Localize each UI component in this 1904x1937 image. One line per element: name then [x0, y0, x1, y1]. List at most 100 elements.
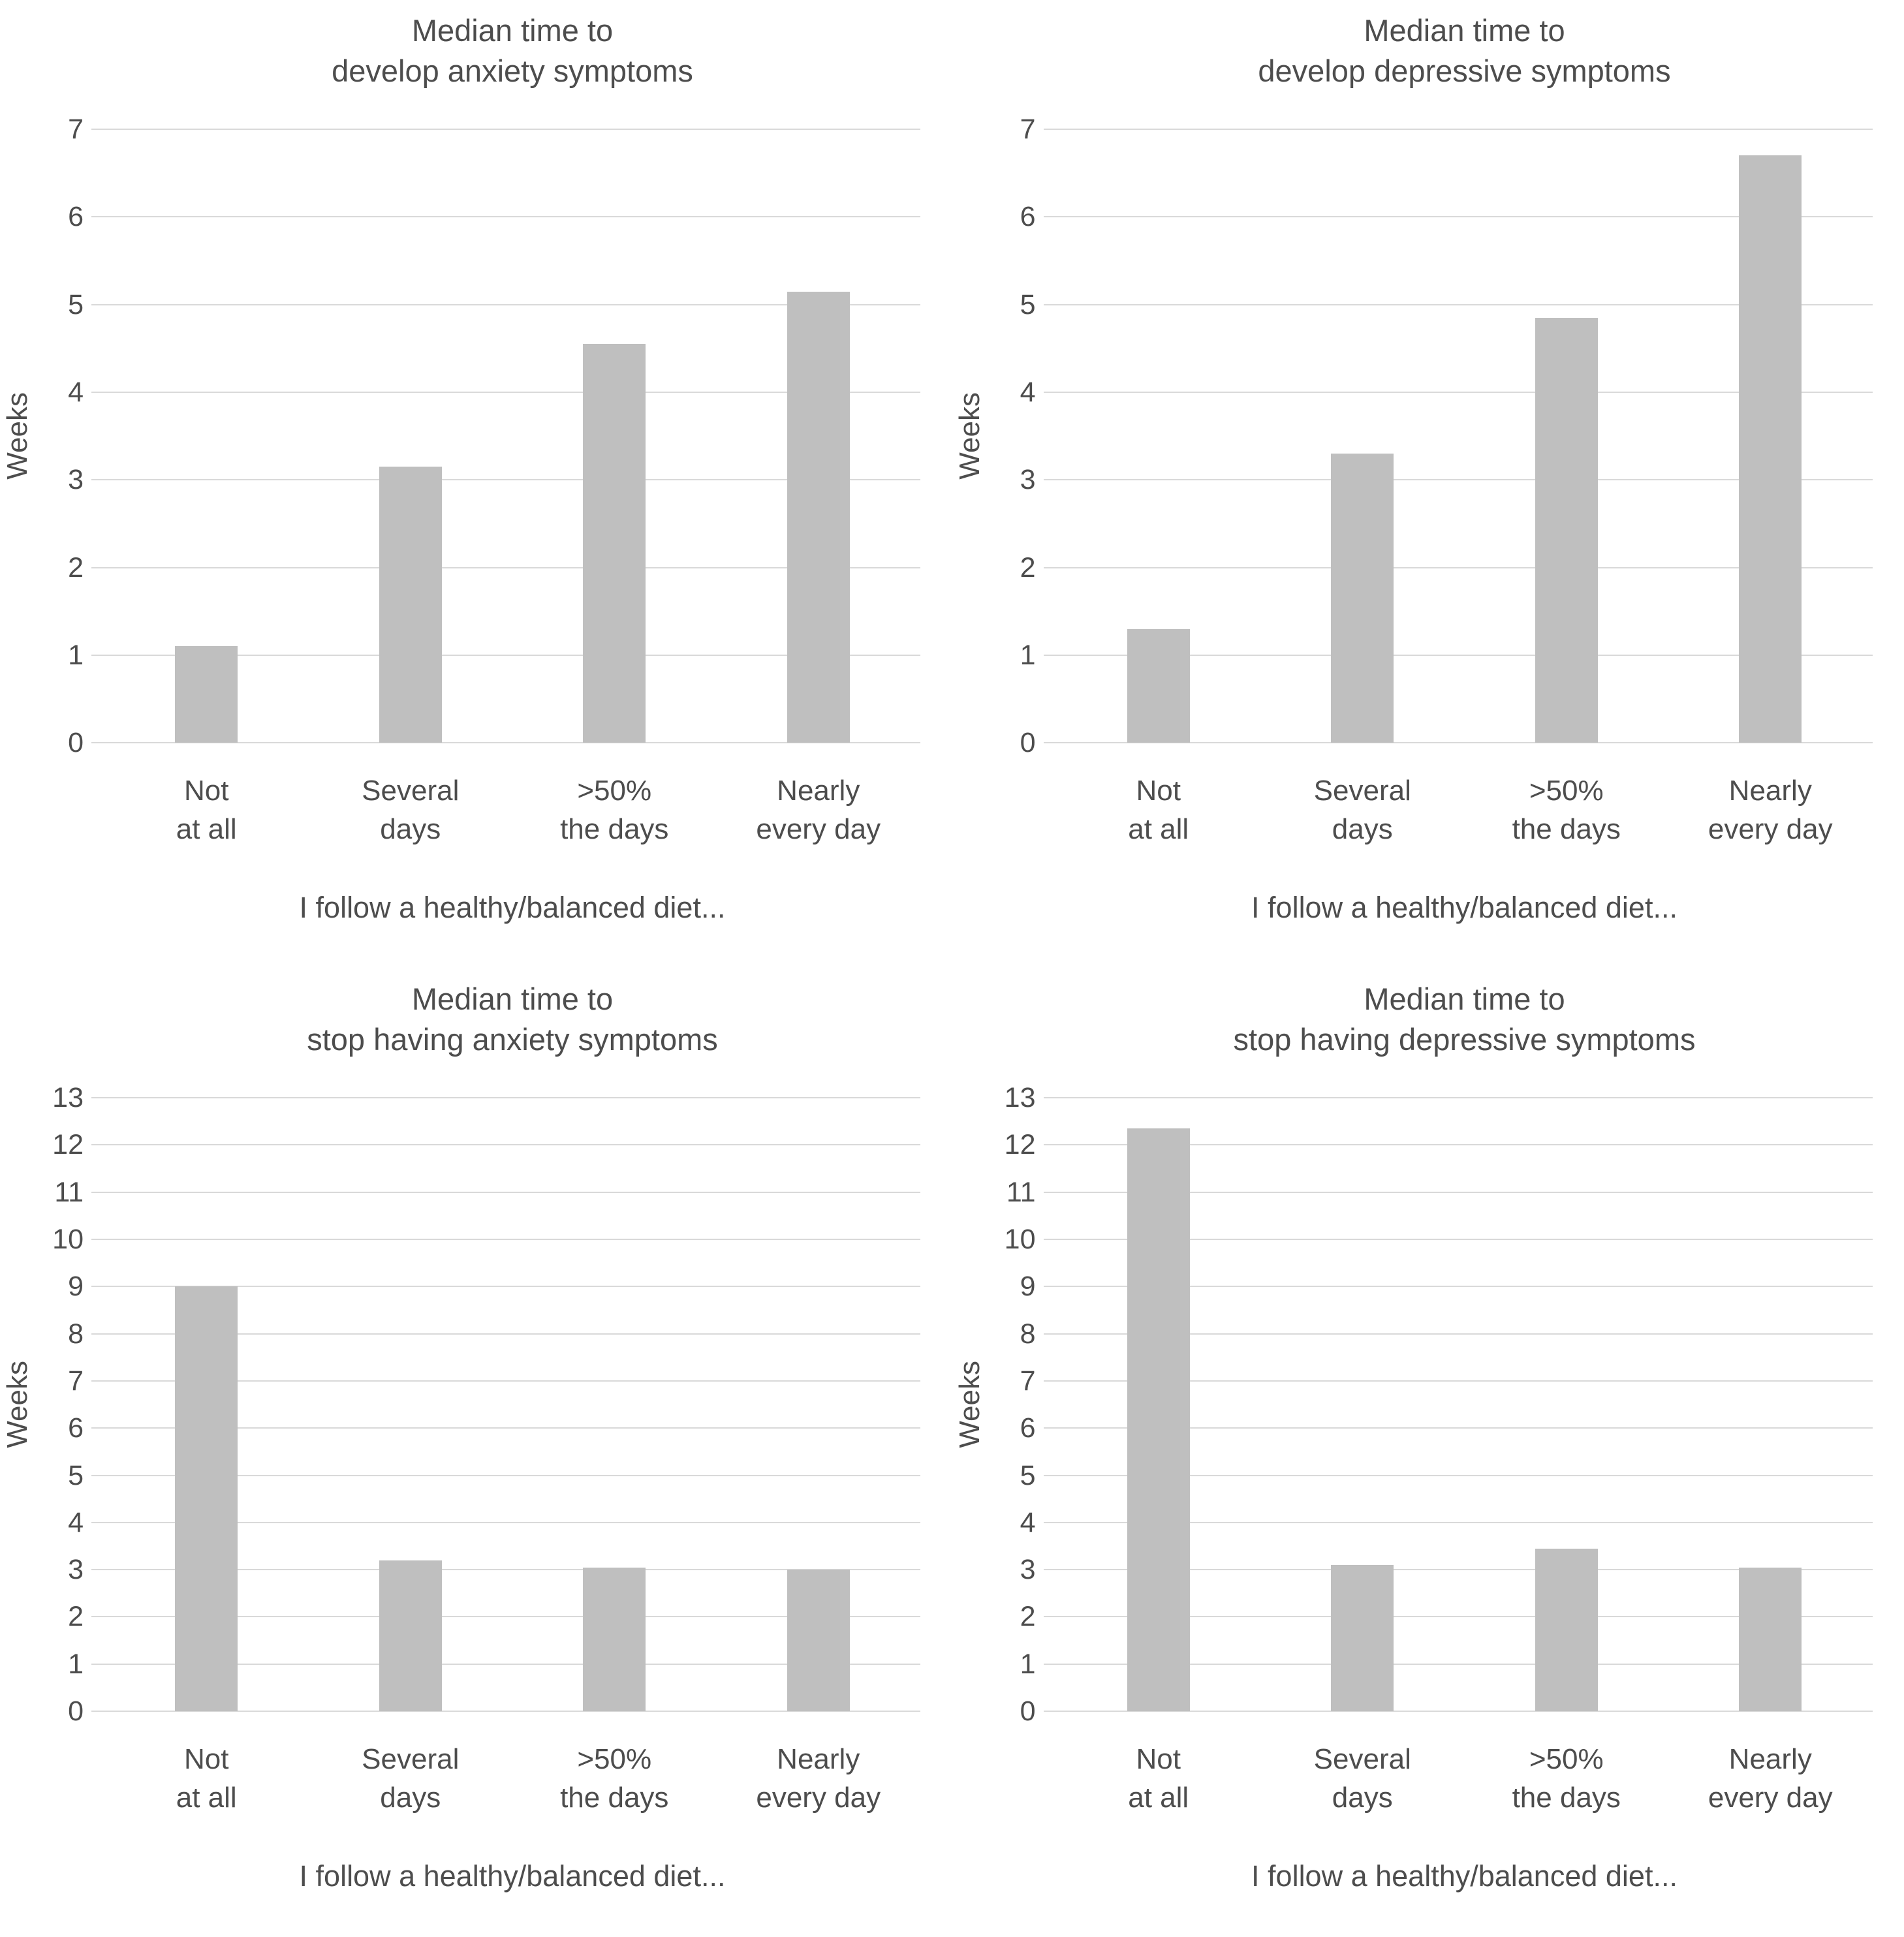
y-axis-tick-label: 3	[1020, 1554, 1036, 1586]
y-axis-tick-label: 2	[1020, 1601, 1036, 1633]
gridline	[1056, 1333, 1873, 1335]
y-axis-tick	[91, 1711, 104, 1712]
gridline	[104, 742, 920, 744]
gridline	[1056, 1097, 1873, 1099]
y-axis-tick-label: 2	[68, 551, 84, 583]
gridline	[104, 479, 920, 481]
y-axis-tick-label: 5	[1020, 1459, 1036, 1491]
bar-slot	[104, 129, 309, 743]
gridline	[1056, 303, 1873, 305]
y-axis-tick	[91, 1144, 104, 1146]
y-axis-tick-label: 12	[52, 1129, 84, 1161]
gridline	[1056, 1569, 1873, 1571]
y-axis-tick-label: 9	[1020, 1271, 1036, 1303]
y-axis-tick	[1043, 129, 1057, 131]
y-axis-tick	[91, 1474, 104, 1476]
gridline	[104, 1286, 920, 1288]
gridline	[104, 303, 920, 305]
y-axis-tick-label: 4	[1020, 1506, 1036, 1538]
y-axis-tick-label: 6	[68, 1412, 84, 1444]
y-axis-tick	[1043, 1286, 1057, 1288]
bar-slot	[512, 1098, 717, 1712]
y-axis-tick	[1043, 1711, 1057, 1712]
gridline	[1056, 742, 1873, 744]
gridline	[104, 654, 920, 656]
gridline	[1056, 1663, 1873, 1665]
y-axis-tick	[91, 1333, 104, 1335]
y-axis-tick	[91, 129, 104, 131]
x-axis-category-label: >50% the days	[1512, 775, 1621, 846]
bar-slot	[717, 129, 921, 743]
chart-title: Median time to develop anxiety symptoms	[332, 13, 693, 89]
y-axis-tick	[1043, 654, 1057, 656]
y-axis-tick	[91, 1521, 104, 1523]
x-axis-category-label: Several days	[1313, 1743, 1411, 1814]
y-axis-tick	[1043, 1663, 1057, 1665]
bar	[787, 1570, 850, 1712]
bar-slot	[717, 1098, 921, 1712]
y-axis-tick	[1043, 303, 1057, 305]
y-axis-tick-label: 7	[1020, 114, 1036, 146]
gridline	[104, 1569, 920, 1571]
bar-slot	[104, 1098, 309, 1712]
gridline	[1056, 566, 1873, 568]
y-axis-tick-label: 3	[68, 1554, 84, 1586]
plot-area: Weeks 0 1 2 3 4 5 6 7 8 9 10 11 12 13	[1, 1082, 921, 1727]
gridline	[104, 216, 920, 218]
y-axis-tick-label: 6	[68, 201, 84, 233]
x-axis-labels: Not at all Several days >50% the days Nearl…	[1057, 1740, 1873, 1818]
chart-stop-depressive: Median time to stop having depressive sy…	[952, 968, 1904, 1937]
y-axis-tick-label: 11	[1006, 1176, 1036, 1208]
bars-layer	[104, 1098, 921, 1712]
y-axis-tick	[1043, 566, 1057, 568]
y-axis-tick	[91, 742, 104, 744]
y-axis-tick	[91, 1191, 104, 1193]
bars-layer	[104, 129, 920, 743]
x-axis-category-label: Nearly every day	[1708, 775, 1833, 846]
x-axis-category-label: Nearly every day	[756, 1743, 881, 1814]
gridline	[104, 1711, 920, 1712]
y-axis-tick	[91, 1286, 104, 1288]
gridline	[104, 129, 920, 131]
y-axis-tick-label: 7	[1020, 1365, 1036, 1397]
gridline	[104, 1474, 920, 1476]
y-axis-tick-label: 0	[1020, 727, 1036, 759]
y-axis-tick-label: 8	[1020, 1318, 1036, 1350]
x-axis-title: I follow a healthy/balanced diet...	[1251, 890, 1678, 924]
y-axis-tick	[91, 1569, 104, 1571]
y-axis-tick-label: 5	[68, 1459, 84, 1491]
chart-inner: Median time to stop having depressive sy…	[954, 979, 1873, 1893]
x-axis-category-label: Not at all	[1128, 1743, 1189, 1814]
y-axis-tick	[1043, 216, 1057, 218]
chart-title: Median time to stop having anxiety sympt…	[307, 982, 718, 1057]
gridline	[1056, 216, 1873, 218]
gridline	[104, 1663, 920, 1665]
bar-slot	[1465, 1098, 1669, 1712]
gridline	[104, 1380, 920, 1382]
bar	[175, 1286, 238, 1712]
bar	[583, 1567, 646, 1712]
y-axis-tick	[91, 1239, 104, 1240]
bar	[787, 291, 850, 743]
y-axis-tick	[1043, 391, 1057, 393]
y-axis-tick-label: 5	[68, 288, 84, 320]
gridline	[1056, 479, 1873, 481]
x-axis-title: I follow a healthy/balanced diet...	[1251, 1859, 1678, 1893]
y-axis-tick	[1043, 1239, 1057, 1240]
gridline	[1056, 1286, 1873, 1288]
gridline	[1056, 1144, 1873, 1146]
bars-layer	[1057, 129, 1873, 743]
y-axis-tick-label: 0	[68, 727, 84, 759]
y-axis-tick-label: 13	[52, 1082, 84, 1114]
y-axis-tick	[91, 303, 104, 305]
gridline	[104, 1239, 920, 1240]
y-axis-tick	[91, 1097, 104, 1099]
bar-slot	[1260, 1098, 1465, 1712]
y-axis-tick	[1043, 1097, 1057, 1099]
y-axis-tick-label: 3	[68, 464, 84, 496]
bar	[1535, 317, 1598, 743]
y-axis-tick	[91, 1427, 104, 1429]
y-axis-tick-label: 10	[1004, 1224, 1036, 1255]
gridline	[1056, 1380, 1873, 1382]
gridline	[1056, 1616, 1873, 1618]
